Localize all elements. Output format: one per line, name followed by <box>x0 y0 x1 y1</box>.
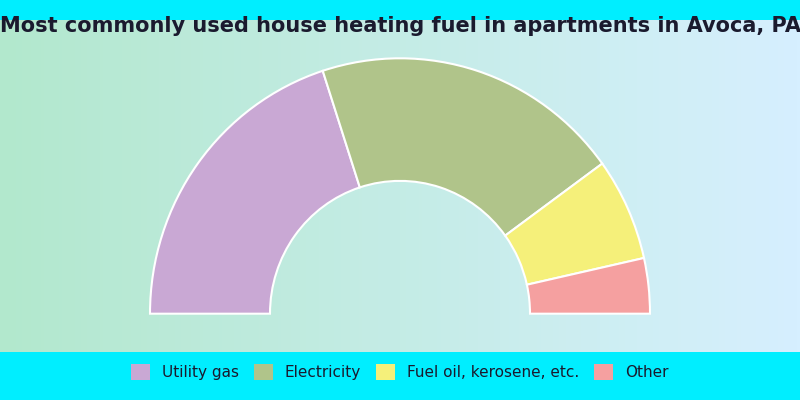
Wedge shape <box>505 164 644 285</box>
Legend: Utility gas, Electricity, Fuel oil, kerosene, etc., Other: Utility gas, Electricity, Fuel oil, kero… <box>126 358 674 386</box>
Wedge shape <box>527 258 650 314</box>
Wedge shape <box>150 71 360 314</box>
Wedge shape <box>322 58 602 236</box>
Text: Most commonly used house heating fuel in apartments in Avoca, PA: Most commonly used house heating fuel in… <box>0 16 800 36</box>
